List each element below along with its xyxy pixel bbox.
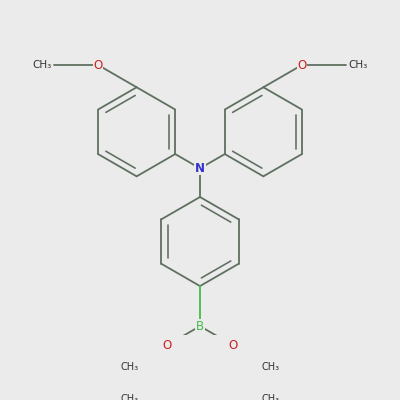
Text: CH₃: CH₃ — [120, 394, 139, 400]
Text: CH₃: CH₃ — [348, 60, 367, 70]
Text: CH₃: CH₃ — [261, 394, 280, 400]
Text: O: O — [297, 58, 306, 72]
Text: N: N — [195, 162, 205, 175]
Text: O: O — [94, 58, 103, 72]
Text: O: O — [162, 338, 172, 352]
Text: O: O — [228, 338, 238, 352]
Text: B: B — [196, 320, 204, 333]
Text: CH₃: CH₃ — [120, 362, 139, 372]
Text: CH₃: CH₃ — [33, 60, 52, 70]
Text: CH₃: CH₃ — [261, 362, 280, 372]
